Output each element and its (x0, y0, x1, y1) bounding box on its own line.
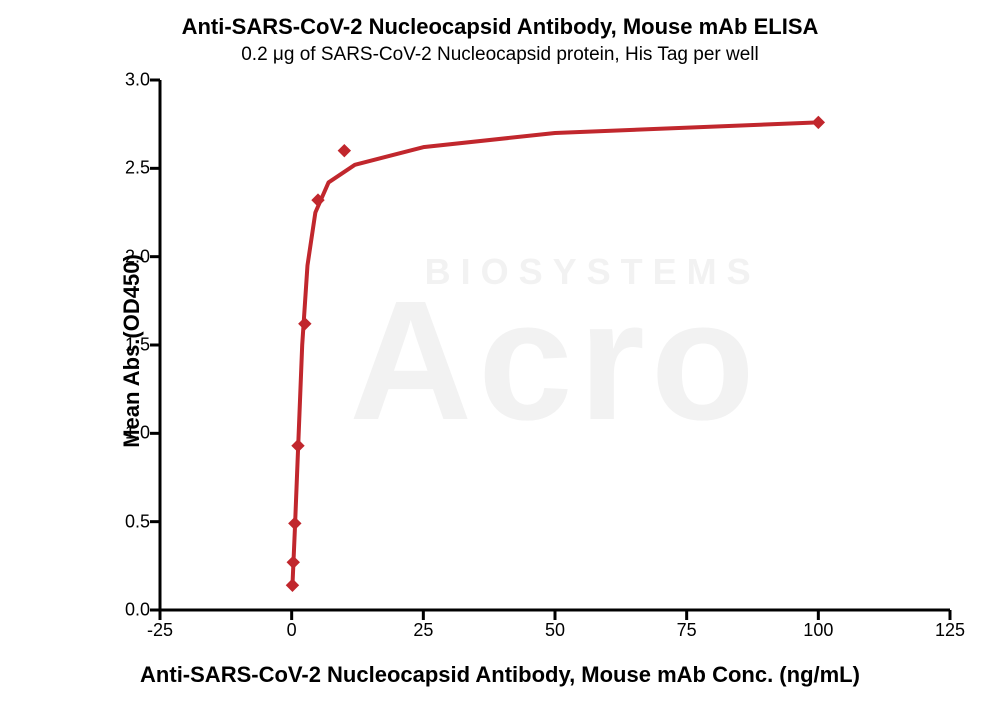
fit-curve (292, 122, 818, 585)
x-tick-label: 125 (935, 610, 965, 641)
data-point (292, 440, 304, 452)
x-tick-label: -25 (147, 610, 173, 641)
y-tick-label: 2.5 (125, 158, 160, 179)
plot-svg (160, 80, 950, 610)
y-tick-label: 3.0 (125, 70, 160, 91)
x-tick-label: 75 (677, 610, 697, 641)
data-point (812, 116, 824, 128)
x-axis-label: Anti-SARS-CoV-2 Nucleocapsid Antibody, M… (0, 662, 1000, 688)
chart-subtitle: 0.2 μg of SARS-CoV-2 Nucleocapsid protei… (0, 44, 1000, 66)
y-tick-label: 1.5 (125, 335, 160, 356)
data-point (289, 517, 301, 529)
y-tick-label: 0.5 (125, 511, 160, 532)
data-point (286, 579, 298, 591)
data-point (299, 318, 311, 330)
plot-area: BIOSYSTEMS Acro 0.00.51.01.52.02.53.0-25… (160, 80, 950, 610)
x-tick-label: 25 (413, 610, 433, 641)
y-tick-label: 2.0 (125, 246, 160, 267)
x-tick-label: 50 (545, 610, 565, 641)
data-point (287, 556, 299, 568)
chart-title: Anti-SARS-CoV-2 Nucleocapsid Antibody, M… (0, 14, 1000, 40)
x-tick-label: 100 (803, 610, 833, 641)
y-tick-label: 1.0 (125, 423, 160, 444)
x-tick-label: 0 (287, 610, 297, 641)
data-point (338, 145, 350, 157)
chart-container: Anti-SARS-CoV-2 Nucleocapsid Antibody, M… (0, 0, 1000, 702)
